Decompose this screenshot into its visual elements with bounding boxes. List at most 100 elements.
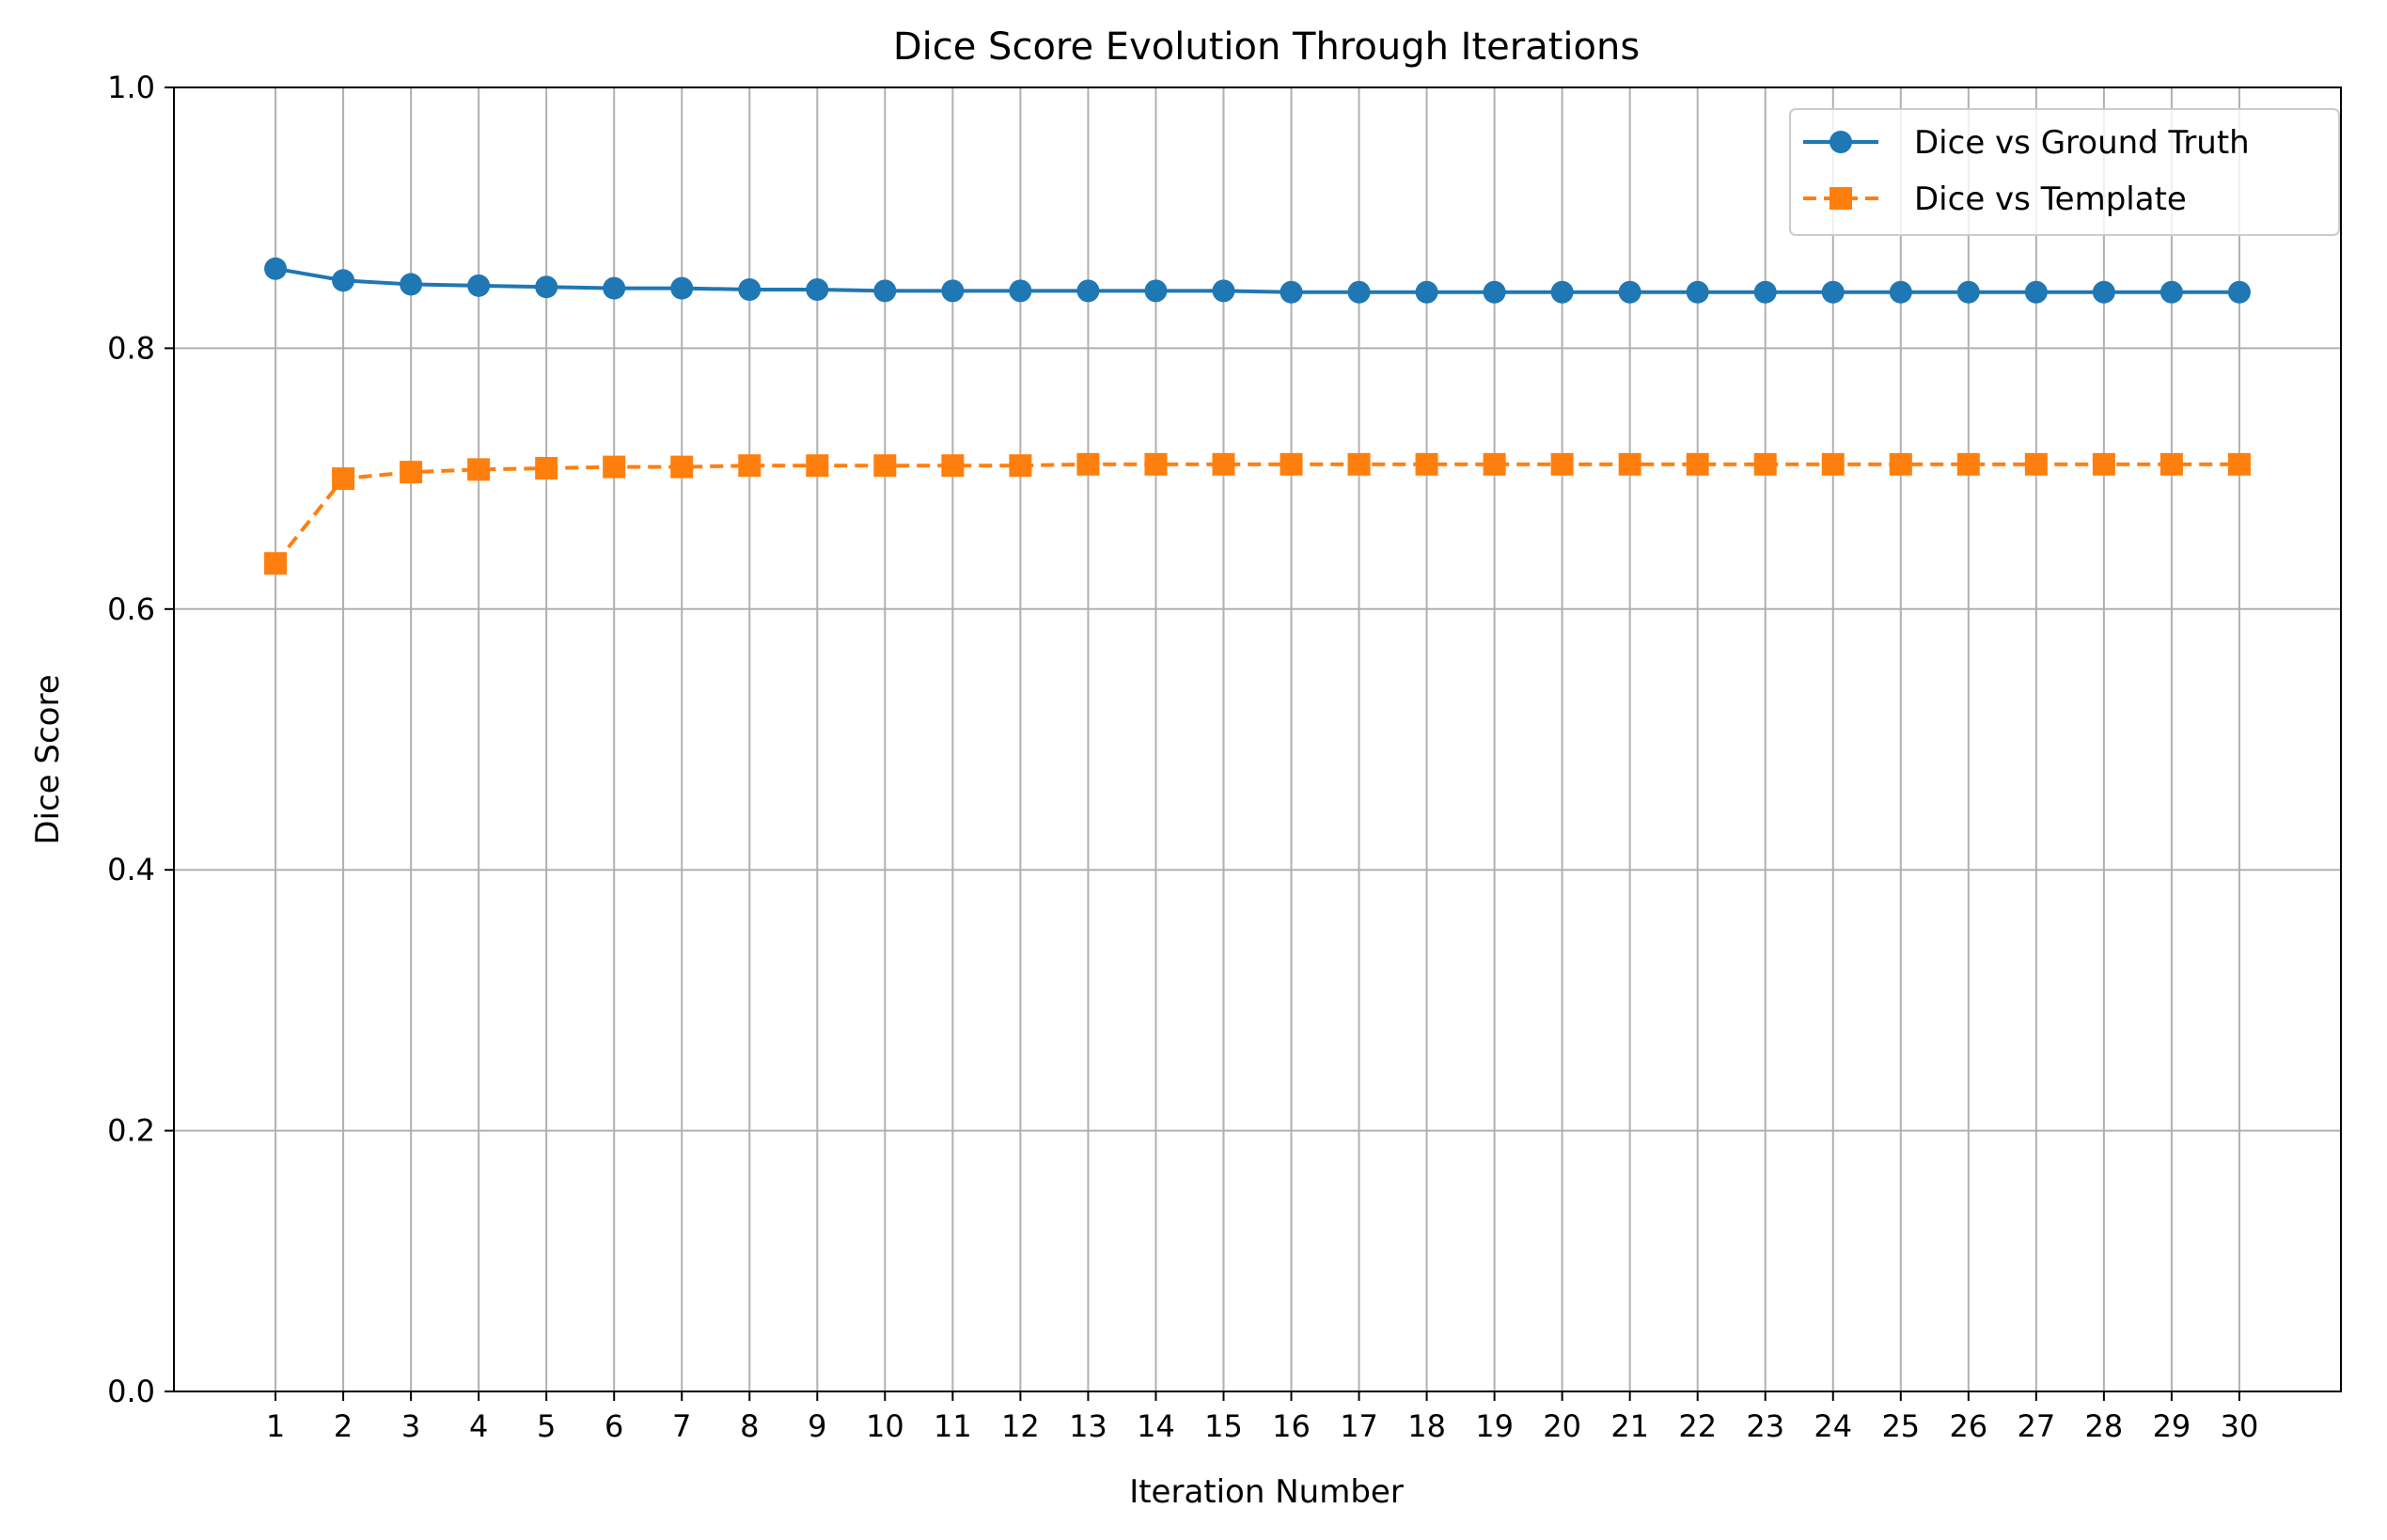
legend-label-ground-truth: Dice vs Ground Truth <box>1914 124 2250 162</box>
x-tick-label: 17 <box>1340 1408 1378 1444</box>
data-point-dice-vs-template <box>806 454 829 478</box>
x-tick-label: 12 <box>1001 1408 1040 1444</box>
data-point-dice-vs-template <box>535 457 558 480</box>
data-point-dice-vs-template <box>1618 452 1641 476</box>
data-point-dice-vs-ground-truth <box>1753 280 1777 304</box>
x-tick-label: 8 <box>740 1408 759 1444</box>
y-tick-label: 0.0 <box>107 1374 155 1409</box>
data-point-dice-vs-ground-truth <box>1483 280 1506 304</box>
data-point-dice-vs-ground-truth <box>1144 279 1168 303</box>
data-point-dice-vs-template <box>1753 452 1777 476</box>
legend: Dice vs Ground Truth Dice vs Template <box>1789 108 2340 236</box>
x-tick-label: 19 <box>1475 1408 1514 1444</box>
x-tick-label: 26 <box>1949 1408 1987 1444</box>
data-point-dice-vs-template <box>738 454 762 478</box>
data-point-dice-vs-ground-truth <box>332 269 355 292</box>
legend-box <box>1789 108 2340 236</box>
plot-area-frame <box>173 86 2342 1392</box>
x-tick-label: 30 <box>2221 1408 2259 1444</box>
data-point-dice-vs-ground-truth <box>1889 280 1912 304</box>
data-point-dice-vs-template <box>1550 452 1574 476</box>
data-point-dice-vs-template <box>2159 452 2183 476</box>
data-point-dice-vs-ground-truth <box>1212 279 1235 303</box>
data-point-dice-vs-template <box>873 454 897 478</box>
data-point-dice-vs-template <box>1686 452 1709 476</box>
data-point-dice-vs-template <box>1212 452 1235 476</box>
x-tick-label: 20 <box>1543 1408 1581 1444</box>
data-point-dice-vs-ground-truth <box>873 279 897 303</box>
data-point-dice-vs-ground-truth <box>670 276 694 300</box>
data-point-dice-vs-template <box>1821 452 1845 476</box>
x-tick-label: 16 <box>1272 1408 1311 1444</box>
data-point-dice-vs-template <box>1889 452 1912 476</box>
y-tick-label: 1.0 <box>107 70 155 105</box>
chart-title: Dice Score Evolution Through Iterations <box>893 25 1640 69</box>
data-point-dice-vs-ground-truth <box>806 277 829 301</box>
x-tick-label: 1 <box>266 1408 285 1444</box>
data-point-dice-vs-template <box>400 461 423 484</box>
data-point-dice-vs-ground-truth <box>2227 280 2251 304</box>
legend-marker-ground-truth <box>1830 131 1852 153</box>
data-point-dice-vs-ground-truth <box>1686 280 1709 304</box>
data-point-dice-vs-ground-truth <box>1956 280 1980 304</box>
data-point-dice-vs-ground-truth <box>1618 280 1641 304</box>
x-tick-label: 2 <box>334 1408 353 1444</box>
data-point-dice-vs-template <box>1076 452 1100 476</box>
legend-marker-template <box>1830 187 1852 210</box>
y-tick-label: 0.8 <box>107 330 155 366</box>
data-point-dice-vs-ground-truth <box>2024 280 2048 304</box>
data-point-dice-vs-template <box>670 455 694 479</box>
y-tick-label: 0.4 <box>107 852 155 888</box>
x-tick-label: 4 <box>469 1408 488 1444</box>
data-point-dice-vs-ground-truth <box>1415 280 1438 304</box>
data-point-dice-vs-template <box>603 455 626 479</box>
data-point-dice-vs-template <box>264 552 288 575</box>
x-axis-label: Iteration Number <box>1129 1473 1404 1511</box>
data-point-dice-vs-template <box>2227 452 2251 476</box>
data-point-dice-vs-template <box>1483 452 1506 476</box>
data-point-dice-vs-ground-truth <box>264 257 288 280</box>
x-tick-label: 25 <box>1881 1408 1920 1444</box>
x-tick-label: 7 <box>672 1408 691 1444</box>
data-point-dice-vs-ground-truth <box>535 275 558 299</box>
y-tick-label: 0.6 <box>107 591 155 627</box>
x-tick-label: 15 <box>1204 1408 1243 1444</box>
data-point-dice-vs-ground-truth <box>1280 280 1303 304</box>
x-tick-label: 27 <box>2018 1408 2056 1444</box>
data-point-dice-vs-template <box>941 454 965 478</box>
x-tick-label: 13 <box>1069 1408 1107 1444</box>
x-tick-label: 11 <box>934 1408 972 1444</box>
data-point-dice-vs-template <box>2024 452 2048 476</box>
x-tick-label: 9 <box>808 1408 826 1444</box>
series-layer <box>264 257 2251 575</box>
x-tick-label: 14 <box>1137 1408 1175 1444</box>
x-tick-label: 23 <box>1746 1408 1784 1444</box>
data-point-dice-vs-ground-truth <box>603 276 626 300</box>
data-point-dice-vs-ground-truth <box>738 277 762 301</box>
data-point-dice-vs-template <box>1956 452 1980 476</box>
x-tick-label: 28 <box>2085 1408 2124 1444</box>
data-point-dice-vs-ground-truth <box>941 279 965 303</box>
series-line-dice-vs-template <box>274 462 2239 565</box>
x-tick-label: 29 <box>2153 1408 2191 1444</box>
data-point-dice-vs-template <box>1009 454 1032 478</box>
data-point-dice-vs-template <box>332 467 355 491</box>
data-point-dice-vs-ground-truth <box>467 274 491 297</box>
y-tick-label: 0.2 <box>107 1113 155 1149</box>
data-point-dice-vs-ground-truth <box>2159 280 2183 304</box>
data-point-dice-vs-template <box>1280 452 1303 476</box>
y-axis-label: Dice Score <box>29 674 67 844</box>
x-tick-label: 6 <box>605 1408 623 1444</box>
data-point-dice-vs-ground-truth <box>1821 280 1845 304</box>
axis-ticks: 1 2 3 4 5 6 7 8 9 10 11 12 13 14 15 16 17 18 19 20 21 22 23 24 2… <box>107 70 2258 1444</box>
x-tick-label: 21 <box>1610 1408 1649 1444</box>
x-tick-label: 22 <box>1678 1408 1717 1444</box>
data-point-dice-vs-ground-truth <box>1009 279 1032 303</box>
data-point-dice-vs-template <box>2092 452 2115 476</box>
x-tick-label: 24 <box>1814 1408 1852 1444</box>
x-tick-label: 18 <box>1407 1408 1446 1444</box>
data-point-dice-vs-template <box>1144 452 1168 476</box>
series-line-dice-vs-ground-truth <box>275 266 2239 294</box>
